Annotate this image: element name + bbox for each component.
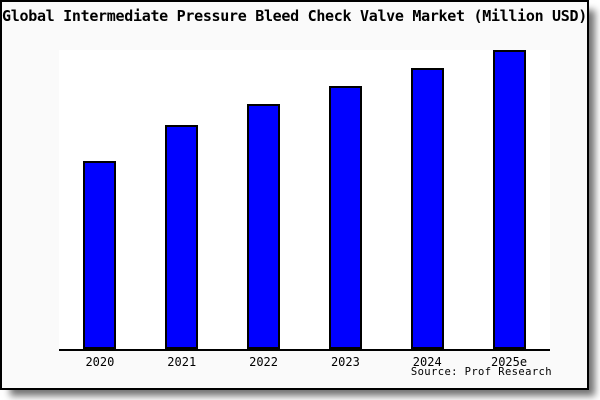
x-tick-label-2024: 2024 [412, 355, 442, 369]
source-note: Source: Prof Research [410, 366, 552, 378]
plot-area [59, 50, 550, 351]
x-tick-label-2023: 2023 [330, 355, 360, 369]
x-tick-label-2022: 2022 [249, 355, 279, 369]
x-tick-label-2021: 2021 [167, 355, 197, 369]
bar-2020 [83, 161, 117, 349]
bar-2023 [328, 86, 362, 349]
x-axis-labels: 2020 2021 2022 2023 2024 2025e [59, 355, 550, 369]
x-tick-label-2025e: 2025e [490, 355, 528, 369]
bar-2021 [165, 125, 199, 349]
bars-container [59, 50, 550, 349]
bar-slot-2023 [304, 50, 386, 349]
bar-slot-2021 [141, 50, 223, 349]
x-tick-label-2020: 2020 [85, 355, 115, 369]
bar-slot-2020 [59, 50, 141, 349]
bar-2022 [247, 104, 281, 349]
bar-2025e [492, 50, 526, 349]
bar-2024 [410, 68, 444, 349]
bar-slot-2025e [468, 50, 550, 349]
chart-title: Global Intermediate Pressure Bleed Check… [2, 7, 587, 25]
bar-slot-2024 [386, 50, 468, 349]
chart-frame: Global Intermediate Pressure Bleed Check… [0, 0, 589, 390]
bar-slot-2022 [223, 50, 305, 349]
